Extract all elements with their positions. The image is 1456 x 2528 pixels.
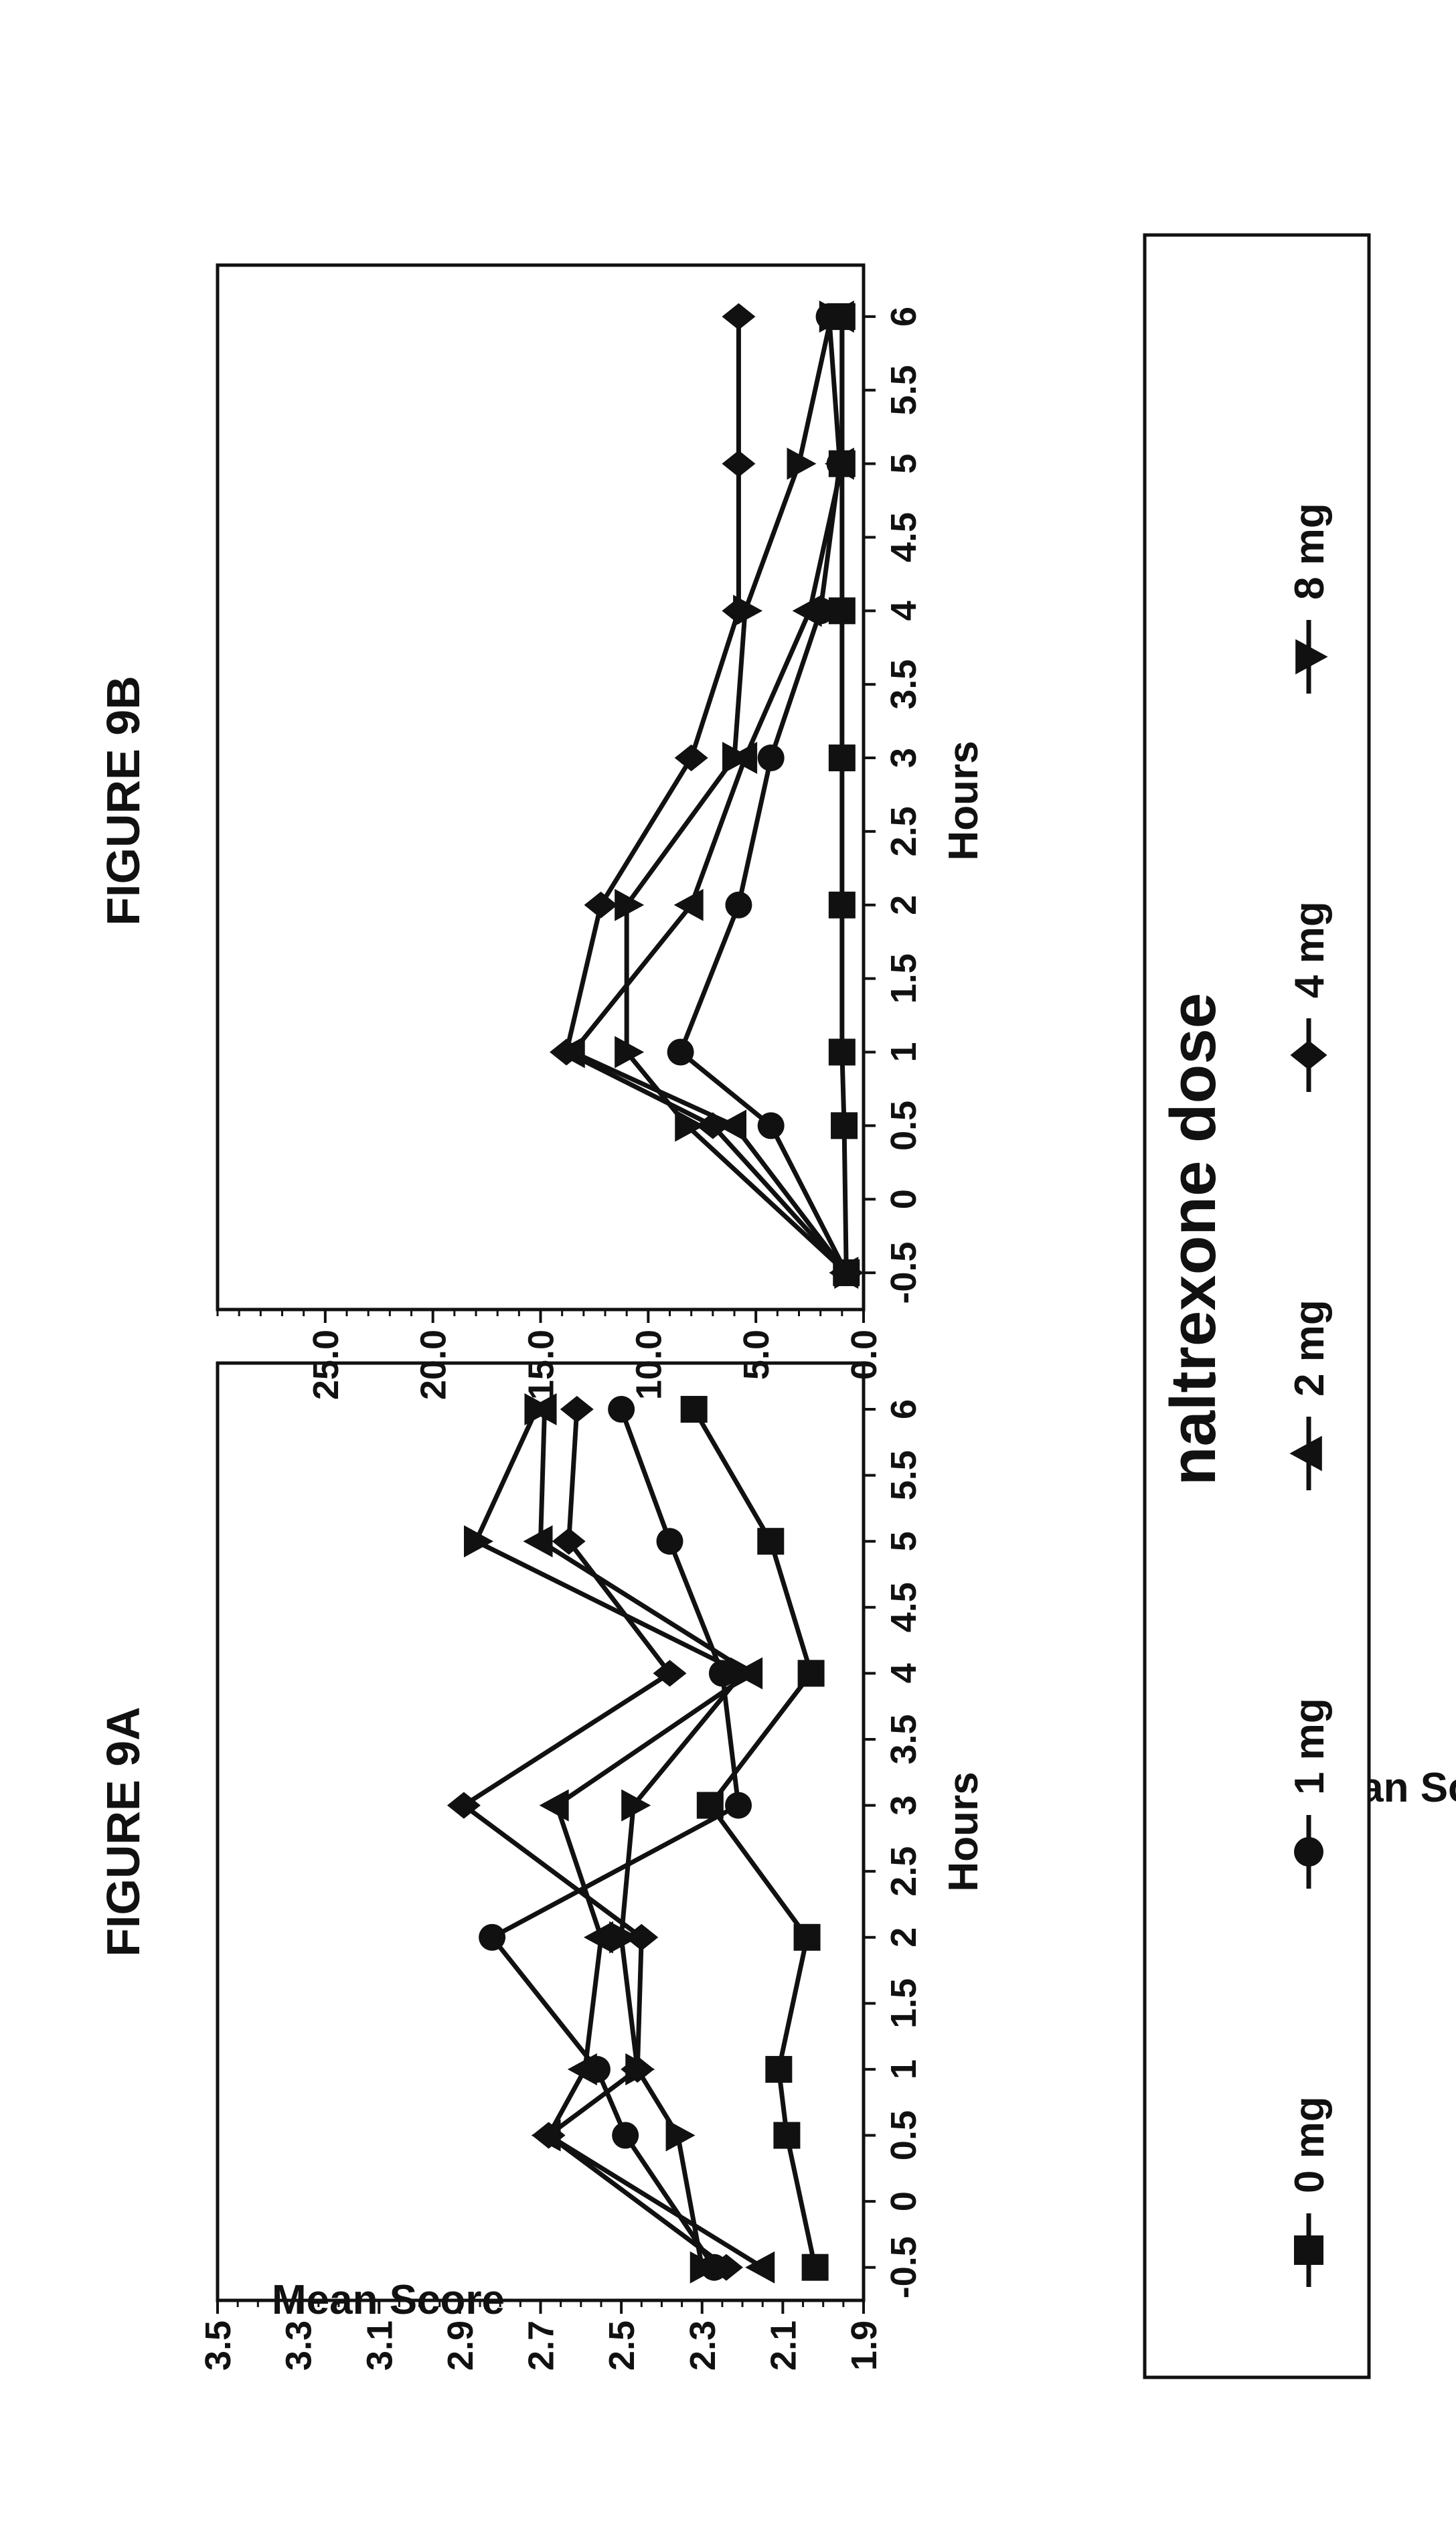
y-tick-label: 25.0 [306,1330,346,1400]
x-tick-label: 5 [884,454,924,474]
series-line [476,1409,742,2268]
x-tick-label: -0.5 [884,2236,924,2298]
data-point [831,1112,858,1139]
x-tick-label: 2.5 [884,806,924,856]
x-tick-label: 5.5 [884,365,924,415]
y-tick-label: 0.0 [844,1330,884,1380]
data-point [765,2056,792,2083]
y-tick-label: 5.0 [736,1330,777,1380]
y-tick-label: 3.3 [279,2320,319,2371]
data-point [584,892,618,919]
y-tick-label: 10.0 [629,1330,669,1400]
legend-label: 2 mg [1287,1299,1333,1397]
y-tick-label: 1.9 [844,2320,884,2371]
x-tick-label: 3 [884,748,924,768]
data-point [657,1528,683,1555]
series-1-mg [479,1396,752,2281]
data-point [560,1396,594,1423]
data-point [757,1528,784,1555]
y-tick-label: 3.5 [198,2320,238,2371]
data-point [802,2254,829,2281]
x-tick-label: 5 [884,1531,924,1551]
data-point [621,1790,651,1822]
data-point [798,1660,825,1686]
y-tick-label: 2.3 [683,2320,723,2371]
x-tick-label: 3.5 [884,659,924,710]
legend-marker [1294,2235,1323,2265]
data-point [568,2053,597,2085]
data-point [540,1790,569,1822]
series-4-mg [447,1396,743,2281]
data-point [829,744,856,771]
x-tick-label: 2 [884,895,924,915]
x-tick-label: 0 [884,2191,924,2211]
x-tick-label: 6 [884,307,924,327]
x-tick-label: 0 [884,1189,924,1209]
data-point [722,451,755,477]
x-tick-label: 3.5 [884,1714,924,1764]
x-tick-label: 0.5 [884,1101,924,1151]
legend-label: 8 mg [1287,503,1333,600]
x-tick-label: 4.5 [884,512,924,562]
data-point [722,303,755,330]
data-point [523,1525,553,1557]
data-point [615,889,644,921]
x-tick-label: 1 [884,2059,924,2079]
data-point [674,889,704,921]
y-tick-label: 2.5 [602,2320,642,2371]
chart-title: FIGURE 9A [97,1707,149,1956]
x-tick-label: 4 [884,1663,924,1683]
data-point [612,2122,639,2149]
x-tick-label: 6 [884,1399,924,1419]
x-tick-label: 5.5 [884,1450,924,1500]
data-point [479,1924,505,1951]
data-point [725,892,752,919]
legend-marker [1294,1837,1323,1867]
x-tick-label: 3 [884,1796,924,1816]
x-tick-label: 0.5 [884,2110,924,2160]
data-point [829,1038,856,1065]
x-tick-label: -0.5 [884,1242,924,1304]
x-tick-label: 1.5 [884,1978,924,2029]
x-axis-label: Hours [941,740,987,860]
x-axis-label: Hours [941,1771,987,1891]
series-0-mg [681,1396,829,2281]
x-tick-label: 1.5 [884,953,924,1004]
chart-figure-9a: FIGURE 9A Hours Mean Score 1.92.12.32.52… [97,1363,987,2371]
data-point [725,1792,752,1819]
data-point [758,1112,785,1139]
data-point [745,2252,775,2284]
x-tick-label: 2 [884,1927,924,1948]
data-point [829,892,856,919]
y-tick-label: 15.0 [521,1330,562,1400]
data-point [667,1038,694,1065]
legend-label: 1 mg [1287,1698,1333,1795]
x-tick-label: 4 [884,601,924,621]
y-tick-label: 3.1 [359,2320,400,2371]
y-tick-label: 20.0 [414,1330,454,1400]
x-tick-label: 4.5 [884,1582,924,1632]
legend-label: 4 mg [1287,901,1333,998]
data-point [758,744,785,771]
y-tick-label: 2.9 [440,2320,481,2371]
chart-title: FIGURE 9B [97,676,149,925]
legend-label: 0 mg [1287,2096,1333,2193]
data-point [681,1396,708,1423]
page-rotated-landscape: FIGURE 9A Hours Mean Score 1.92.12.32.52… [97,235,1456,2377]
x-tick-label: 1 [884,1042,924,1062]
axis-ticks [218,317,876,1323]
legend-title: naltrexone dose [1157,993,1229,1486]
legend: naltrexone dose 0 mg 1 mg 2 mg 4 mg 8 mg [1145,235,1369,2377]
data-point [615,1036,644,1068]
x-tick-label: 2.5 [884,1846,924,1897]
y-tick-label: 2.1 [763,2320,803,2371]
data-point [773,2122,800,2149]
data-point [675,744,708,771]
data-point [794,1924,821,1951]
y-tick-label: 2.7 [521,2320,562,2371]
